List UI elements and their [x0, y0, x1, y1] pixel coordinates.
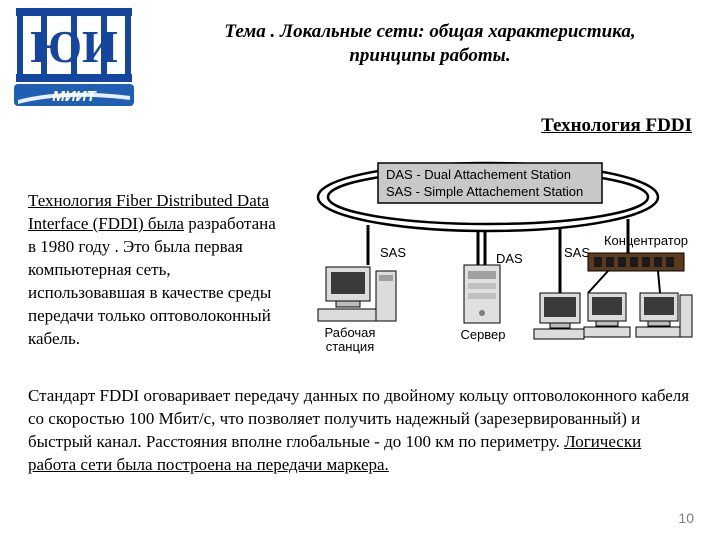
hub-pc-1 [584, 293, 630, 337]
title-line2: принципы работы. [349, 45, 510, 66]
workstation-label-2: станция [326, 339, 374, 354]
logo-top-text: ЮИ [30, 21, 118, 72]
page-title: Тема . Локальные сети: общая характерист… [195, 20, 665, 68]
server [464, 265, 500, 323]
logo-bottom-text: МИИТ [52, 88, 97, 105]
left-paragraph: Технология Fiber Distributed Data Interf… [28, 190, 288, 351]
workstation-1 [318, 267, 396, 321]
title-line1: Тема . Локальные сети: общая характерист… [224, 21, 635, 42]
section-subtitle: Технология FDDI [541, 115, 692, 137]
workstation-label-1: Рабочая [325, 325, 376, 340]
legend-line1: DAS - Dual Attachement Station [386, 167, 571, 182]
fddi-diagram: DAS - Dual Attachement Station SAS - Sim… [288, 145, 693, 365]
das-label: DAS [496, 251, 523, 266]
sas-label-2: SAS [564, 245, 590, 260]
page-number: 10 [678, 510, 694, 526]
institution-logo: ЮИ МИИТ [14, 6, 134, 108]
legend-line2: SAS - Simple Attachement Station [386, 184, 583, 199]
sas-label-1: SAS [380, 245, 406, 260]
hub [588, 253, 684, 271]
left-rest: разработана в 1980 году . Это была перва… [28, 214, 276, 348]
bottom-paragraph: Стандарт FDDI оговаривает передачу данны… [28, 385, 693, 477]
hub-label: Концентратор [604, 233, 688, 248]
workstation-2 [534, 293, 584, 339]
hub-pc-2 [636, 293, 692, 337]
server-label: Сервер [460, 327, 505, 342]
